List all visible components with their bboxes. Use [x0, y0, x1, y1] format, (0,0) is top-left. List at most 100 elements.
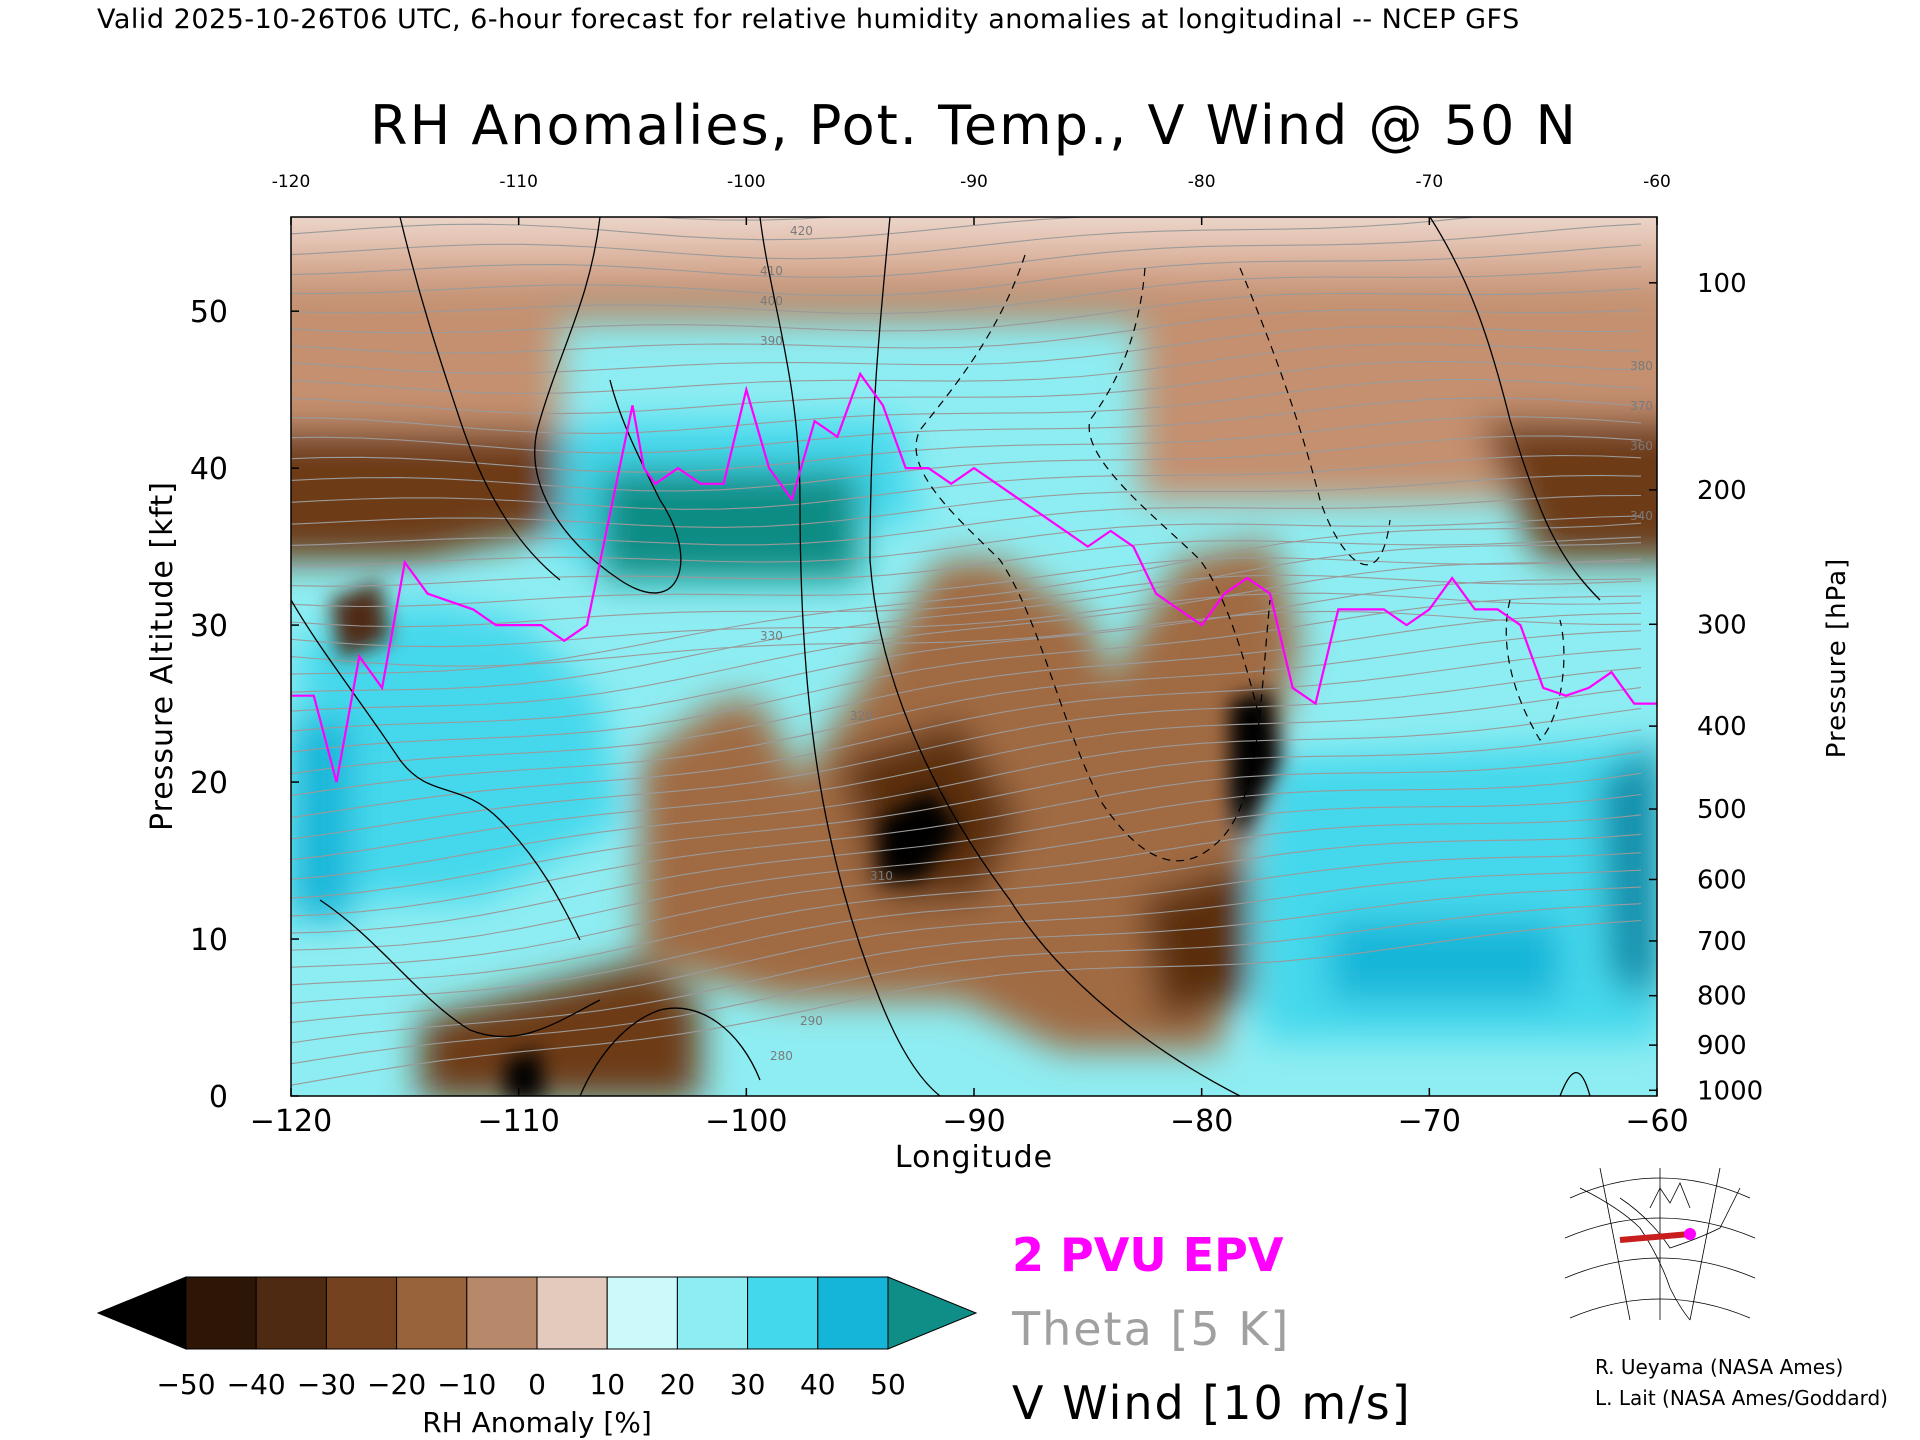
- pressure-tick-label: 800: [1697, 982, 1747, 1012]
- theta-contour-line: [291, 326, 1642, 374]
- credit-line-1: R. Ueyama (NASA Ames): [1595, 1355, 1844, 1379]
- x-tick-label: −110: [477, 1104, 559, 1139]
- pressure-tick-label: 700: [1697, 927, 1747, 957]
- legend-epv: 2 PVU EPV: [1012, 1228, 1284, 1282]
- theta-contour-line: [291, 886, 1642, 1044]
- theta-contour-line: [291, 595, 1642, 753]
- theta-contour-label: 310: [870, 869, 893, 883]
- pressure-tick-label: 200: [1697, 476, 1747, 506]
- top-tick-label: -100: [727, 172, 766, 192]
- theta-contour-label: 320: [850, 709, 873, 723]
- x-tick-label: −70: [1398, 1104, 1461, 1139]
- colorbar-swatch: [255, 1276, 327, 1350]
- y-tick-label: 30: [190, 609, 228, 644]
- colorbar-tick-label: −40: [227, 1368, 286, 1401]
- theta-contour-line: [291, 416, 1642, 473]
- colorbar-under-arrow: [96, 1276, 187, 1350]
- theta-contour-label: 290: [800, 1014, 823, 1028]
- colorbar-swatch: [396, 1276, 468, 1350]
- pressure-tick-label: 900: [1697, 1031, 1747, 1061]
- theta-contour-line: [291, 360, 1642, 415]
- theta-contour-line: [291, 244, 1642, 297]
- vwind-contours: [291, 217, 1601, 1096]
- theta-contour-line: [291, 515, 1642, 567]
- theta-contour-line: [291, 793, 1642, 951]
- x-tick-label: −90: [942, 1104, 1005, 1139]
- theta-contour-line: [291, 557, 1642, 608]
- colorbar-swatch: [817, 1276, 889, 1350]
- y-tick-label: 20: [190, 766, 228, 801]
- y-tick-label: 50: [190, 295, 228, 330]
- pressure-tick-label: 400: [1697, 712, 1747, 742]
- theta-contour-line: [291, 217, 1098, 241]
- theta-contour-line: [291, 707, 1642, 880]
- x-axis: −120 −110 −100 −90 −80 −70 −60: [250, 1088, 1689, 1139]
- rh-anomaly-field: [291, 217, 1657, 1096]
- theta-contour-line: [291, 667, 1642, 840]
- colorbar-over-arrow: [887, 1276, 978, 1350]
- theta-contour-line: [291, 266, 1642, 315]
- forecast-header: Valid 2025-10-26T06 UTC, 6-hour forecast…: [97, 4, 1520, 35]
- theta-contour-label: 420: [790, 224, 813, 238]
- colorbar-swatch: [536, 1276, 608, 1350]
- theta-contour-line: [291, 772, 1642, 934]
- theta-contour-line: [291, 454, 1642, 510]
- colorbar-tick-label: 10: [589, 1368, 625, 1401]
- top-tick-label: -80: [1188, 172, 1216, 192]
- theta-contour-line: [291, 833, 1642, 986]
- x-tick-label: −60: [1625, 1104, 1688, 1139]
- theta-contour-line: [291, 309, 1642, 354]
- colorbar-swatch: [676, 1276, 749, 1350]
- theta-contours: 280 290 310 320 330 340 360 370 380 390 400 410 420: [291, 217, 1653, 1086]
- theta-contour-line: [291, 630, 1642, 797]
- theta-contour-line: [291, 536, 1642, 587]
- theta-contour-label: 280: [770, 1049, 793, 1063]
- theta-contour-line: [291, 379, 1642, 434]
- pressure-tick-label: 500: [1697, 795, 1747, 825]
- credits: R. Ueyama (NASA Ames) L. Lait (NASA Ames…: [1595, 1352, 1888, 1414]
- theta-contour-line: [291, 729, 1642, 899]
- theta-contour-line: [291, 397, 1642, 454]
- theta-contour-line: [291, 474, 1642, 528]
- pressure-axis: 100 200 300 400 500 600 700 800 900 1000: [1649, 269, 1763, 1106]
- theta-contour-line: [291, 610, 1642, 667]
- chart-title: RH Anomalies, Pot. Temp., V Wind @ 50 N: [370, 94, 1578, 157]
- theta-contour-line: [291, 560, 1642, 712]
- theta-contour-line: [291, 542, 1642, 693]
- pressure-tick-label: 300: [1697, 610, 1747, 640]
- x-axis-label: Longitude: [895, 1140, 1053, 1175]
- theta-contour-label: 330: [760, 629, 783, 643]
- colorbar-tick-label: −10: [437, 1368, 496, 1401]
- theta-contour-label: 390: [760, 334, 783, 348]
- top-tick-label: -120: [272, 172, 311, 192]
- theta-contour-line: [291, 648, 1642, 819]
- y-tick-label: 10: [190, 923, 228, 958]
- theta-contour-line: [291, 751, 1642, 917]
- theta-contour-line: [291, 223, 1642, 278]
- y-tick-label: 0: [209, 1080, 228, 1115]
- theta-contour-line: [291, 574, 1642, 628]
- theta-contour-label: 340: [1630, 509, 1653, 523]
- top-tick-label: -110: [499, 172, 538, 192]
- theta-contour-label: 360: [1630, 439, 1653, 453]
- colorbar-label: RH Anomaly [%]: [422, 1406, 652, 1439]
- theta-contour-line: [291, 217, 1480, 260]
- y2-axis-label: Pressure [hPa]: [1822, 558, 1852, 759]
- y-axis: 0 10 20 30 40 50: [190, 295, 299, 1115]
- colorbar-swatch: [606, 1276, 678, 1350]
- top-tick-label: -60: [1643, 172, 1671, 192]
- theta-contour-label: 370: [1630, 399, 1653, 413]
- x-tick-label: −100: [705, 1104, 787, 1139]
- x-tick-label: −120: [250, 1104, 332, 1139]
- colorbar-swatch: [747, 1276, 819, 1350]
- legend-vwind: V Wind [10 m/s]: [1012, 1376, 1412, 1430]
- colorbar-tick-label: −20: [367, 1368, 426, 1401]
- theta-contour-line: [291, 612, 1642, 775]
- theta-contour-line: [291, 435, 1642, 492]
- theta-contour-label: 400: [760, 294, 783, 308]
- theta-contour-line: [291, 287, 1642, 334]
- pressure-tick-label: 1000: [1697, 1076, 1763, 1106]
- vwind-contours-negative: [915, 254, 1565, 862]
- top-tick-label: -70: [1415, 172, 1443, 192]
